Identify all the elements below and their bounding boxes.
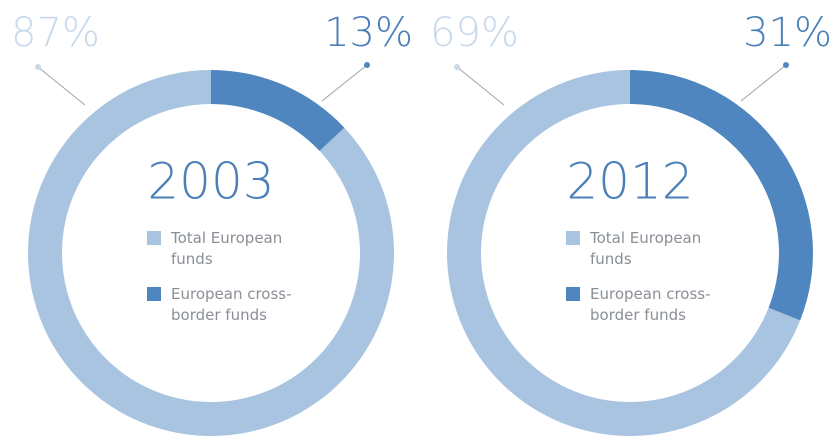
leader-dot <box>454 64 460 70</box>
donut-segment <box>211 70 345 152</box>
leader-dot <box>364 62 370 68</box>
leader-line <box>321 64 368 102</box>
leader-line <box>456 66 505 106</box>
legend-label: European cross-border funds <box>171 285 292 324</box>
legend-item: Total European funds <box>566 228 716 270</box>
legend: Total European funds European cross-borde… <box>147 228 297 340</box>
value-label: 31% <box>743 10 832 56</box>
legend-item: Total European funds <box>147 228 297 270</box>
legend-swatch <box>566 231 580 245</box>
leader-dot <box>783 62 789 68</box>
legend-item: European cross-border funds <box>147 284 297 326</box>
leader-line <box>37 66 86 106</box>
donut-segment <box>630 70 813 321</box>
legend-item: European cross-border funds <box>566 284 716 326</box>
value-label: 13% <box>324 10 413 56</box>
value-label: 87% <box>11 10 100 56</box>
value-label: 69% <box>430 10 519 56</box>
legend: Total European funds European cross-borde… <box>566 228 716 340</box>
legend-label: Total European funds <box>171 229 283 268</box>
chart-title: 2003 <box>147 153 274 211</box>
legend-label: Total European funds <box>590 229 702 268</box>
legend-label: European cross-border funds <box>590 285 711 324</box>
legend-swatch <box>566 287 580 301</box>
chart-title: 2012 <box>566 153 693 211</box>
legend-swatch <box>147 287 161 301</box>
leader-line <box>740 64 787 102</box>
legend-swatch <box>147 231 161 245</box>
leader-dot <box>35 64 41 70</box>
